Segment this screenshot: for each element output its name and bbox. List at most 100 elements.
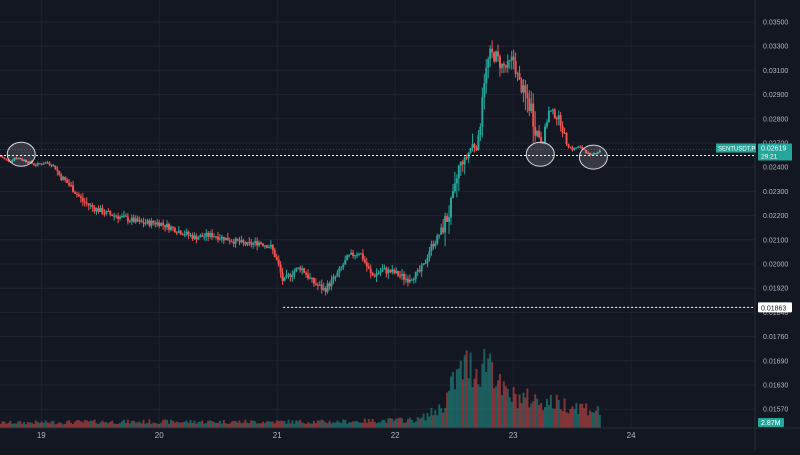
volume-bar	[397, 418, 400, 428]
candle	[83, 197, 86, 207]
candle-body	[487, 59, 490, 68]
candle-body	[428, 251, 431, 258]
volume-bar	[485, 371, 488, 428]
volume-bar	[111, 420, 114, 428]
candle-body	[56, 169, 59, 171]
volume-bar	[5, 423, 8, 428]
candle	[254, 237, 257, 247]
candle-body	[267, 247, 270, 249]
candle	[506, 54, 509, 73]
volume-bar	[579, 403, 582, 428]
candle	[277, 255, 280, 267]
candle	[17, 157, 20, 160]
candle-body	[307, 274, 310, 279]
candle	[285, 269, 288, 279]
candle	[361, 248, 364, 262]
candle-body	[471, 144, 474, 148]
volume-bar	[260, 423, 263, 428]
candle-body	[173, 227, 176, 233]
volume-bar	[551, 408, 554, 428]
volume-bar	[52, 420, 55, 428]
candle	[496, 44, 499, 62]
candle-body	[532, 103, 535, 127]
candle-body	[242, 240, 245, 243]
candle-body	[64, 176, 67, 181]
candle-body	[528, 98, 531, 112]
volume-bar	[242, 422, 245, 428]
candle	[138, 216, 141, 225]
volume-bar	[500, 395, 503, 428]
volume-bar	[314, 423, 317, 428]
candle-body	[455, 178, 458, 184]
volume-bar	[122, 419, 125, 428]
candle-body	[473, 144, 476, 148]
volume-bar	[113, 423, 116, 428]
candle-body	[197, 237, 200, 240]
candle-body	[283, 277, 286, 281]
candle	[530, 91, 533, 114]
candle-body	[381, 269, 384, 272]
candle-body	[168, 223, 171, 230]
volume-bar	[28, 422, 31, 428]
volume-bar	[590, 412, 593, 428]
highlight-circle	[525, 141, 555, 167]
candle-body	[305, 272, 308, 275]
candle	[596, 151, 599, 155]
price-tick-label: 0.02400	[763, 165, 788, 172]
volume-bar	[25, 424, 28, 428]
candle-body	[124, 215, 127, 217]
candle	[21, 157, 24, 162]
candle-body	[308, 277, 311, 279]
candle-body	[236, 238, 239, 241]
volume-bar	[301, 422, 304, 428]
time-axis[interactable]: 19 20 21 22 23 24	[0, 427, 800, 440]
candle	[350, 249, 353, 255]
volume-bar	[185, 420, 188, 428]
candle-body	[338, 268, 341, 273]
volume-bars	[0, 348, 601, 428]
price-axis[interactable]: 0.035000.033000.031000.029000.028000.027…	[754, 0, 788, 450]
volume-bar	[487, 358, 490, 428]
candle-body	[438, 234, 441, 236]
candle	[189, 232, 192, 238]
candle-body	[117, 216, 120, 219]
volume-bar	[536, 398, 539, 428]
candle	[412, 277, 415, 284]
candle-body	[453, 183, 456, 192]
candle-body	[567, 144, 570, 147]
candle-body	[367, 266, 370, 269]
candle	[215, 235, 218, 240]
candle-body	[36, 163, 39, 166]
volume-bar	[0, 423, 2, 428]
highlight-circle	[6, 141, 36, 167]
candle-body	[13, 158, 16, 161]
volume-bar	[330, 423, 333, 428]
volume-bar	[530, 403, 533, 428]
candle	[451, 183, 454, 199]
candle	[359, 252, 362, 255]
candle	[308, 272, 311, 280]
candle-body	[440, 227, 443, 235]
candle-body	[563, 132, 566, 134]
volume-bar	[446, 392, 449, 428]
volume-bar	[379, 422, 382, 428]
volume-bar	[277, 420, 280, 428]
volume-bar	[516, 408, 519, 428]
candle-body	[504, 65, 507, 68]
candle	[87, 202, 90, 211]
candle-body	[516, 73, 519, 75]
candle-body	[66, 180, 69, 184]
volume-bar	[164, 419, 167, 428]
candle-body	[23, 159, 26, 161]
candle-body	[514, 60, 517, 74]
candle	[381, 264, 384, 273]
candle-body	[500, 63, 503, 69]
candle-body	[166, 223, 169, 228]
candle-body	[99, 207, 102, 212]
candle-body	[105, 211, 108, 214]
candle-body	[58, 170, 61, 175]
volume-bar	[152, 422, 155, 428]
volume-bar	[267, 421, 270, 428]
